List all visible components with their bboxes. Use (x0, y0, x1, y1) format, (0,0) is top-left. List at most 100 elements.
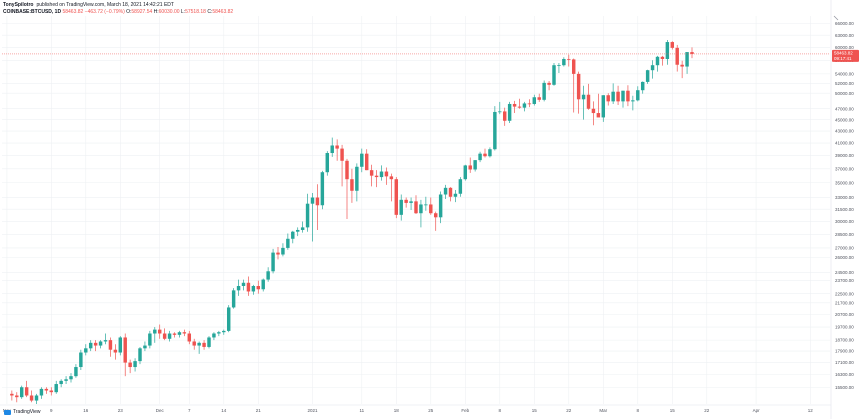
time-tick-label: Mar (599, 408, 607, 413)
candle-body (640, 81, 645, 91)
price-tick-label: 41000.00 (835, 141, 854, 146)
candle-body (448, 187, 453, 197)
candle-body (320, 172, 325, 206)
candle-body (162, 333, 167, 339)
candle-body (443, 187, 448, 195)
candle-body (305, 203, 310, 228)
open-label: O: (126, 8, 132, 15)
time-tick-label: 22 (566, 408, 572, 413)
candle-body (468, 165, 472, 170)
candle-body (586, 94, 591, 109)
time-tick-label: 9 (50, 408, 53, 413)
candle-up (522, 101, 527, 112)
candle-body (567, 58, 571, 60)
candle-body (123, 337, 127, 363)
price-tick-label: 20700.00 (835, 312, 854, 317)
candle-up (655, 55, 660, 72)
candle-body (192, 341, 196, 346)
time-tick-label: 12 (808, 408, 814, 413)
tradingview-logo[interactable]: TradingView (4, 409, 41, 415)
candle-body (665, 42, 670, 59)
candle-up (443, 184, 448, 200)
candle-body (157, 329, 162, 334)
candle-up (133, 358, 137, 372)
price-tick-label: 27000.00 (835, 246, 854, 251)
candle-body (591, 108, 596, 114)
price-tag-value: 58463.82 (834, 50, 853, 55)
candle-body (685, 52, 689, 67)
candle-up (581, 85, 586, 120)
candle-down (606, 93, 610, 106)
candle-up (271, 248, 275, 274)
candle-up (611, 83, 615, 104)
candle-up (148, 330, 152, 349)
candle-body (680, 64, 684, 67)
candle-body (463, 165, 468, 180)
candle-body (251, 285, 256, 292)
candle-body (394, 179, 399, 215)
candle-body (148, 333, 152, 346)
price-tick-label: 54000.00 (835, 71, 854, 76)
candle-up (424, 196, 428, 211)
candle-body (167, 333, 172, 339)
candle-down (586, 83, 591, 110)
candle-body (379, 171, 384, 178)
candle-down (404, 197, 408, 208)
symbol-label[interactable]: COINBASE:BTCUSD, 1D (3, 8, 62, 15)
candle-body (133, 361, 137, 368)
candle-down (547, 80, 551, 91)
publish-date: published on TradingView.com, March 18, … (36, 2, 174, 8)
price-axis[interactable]: 66000.0063000.0060000.0057000.0054000.00… (830, 0, 854, 419)
candle-up (177, 330, 182, 338)
candle-up (665, 40, 670, 65)
candle-body (414, 201, 418, 214)
candle-up (621, 90, 625, 108)
price-tick-label: 31500.00 (835, 207, 854, 212)
time-axis[interactable]: Nov91623Dec714212021111825Feb81522Mar815… (0, 404, 831, 413)
tradingview-logo-text: TradingView (13, 409, 41, 415)
candle-body (522, 103, 527, 108)
price-tick-label: 26000.00 (835, 255, 854, 260)
low-label: L: (180, 8, 186, 15)
candle-body (374, 175, 379, 178)
chart-header: TonySpilotro published on TradingView.com… (3, 2, 233, 15)
candle-body (310, 197, 315, 204)
candle-up (88, 340, 93, 352)
close-value: 58463.82 (212, 8, 234, 15)
candle-up (463, 164, 468, 181)
candle-body (236, 285, 241, 291)
candle-body (44, 388, 49, 391)
time-tick-label: 16 (83, 408, 89, 413)
time-tick-label: Apr (753, 408, 761, 413)
candle-down (24, 380, 29, 398)
price-tick-label: 17900.00 (835, 349, 854, 354)
candle-body (542, 82, 546, 100)
candle-body (39, 388, 44, 396)
price-tick-label: 39000.00 (835, 153, 854, 158)
author-name[interactable]: TonySpilotro (3, 2, 34, 8)
candle-up (236, 279, 241, 296)
candle-body (153, 329, 157, 334)
candle-up (300, 221, 305, 233)
candle-body (113, 349, 118, 353)
candle-body (300, 227, 305, 230)
candle-body (212, 333, 216, 338)
candle-up (330, 137, 334, 157)
candle-body (10, 393, 14, 396)
candle-body (295, 229, 300, 232)
candle-up (488, 147, 492, 158)
candle-up (631, 95, 635, 111)
candle-up (59, 379, 63, 388)
candle-body (69, 376, 73, 380)
candle-up (542, 80, 546, 102)
scale-corner-icon[interactable] (833, 15, 839, 21)
candle-up (143, 341, 147, 352)
candle-up (39, 387, 44, 399)
candle-down (502, 107, 507, 126)
candle-body (177, 332, 182, 335)
candle-body (108, 340, 113, 350)
candle-body (34, 395, 39, 401)
candle-up (305, 193, 310, 232)
candle-up (498, 101, 502, 115)
